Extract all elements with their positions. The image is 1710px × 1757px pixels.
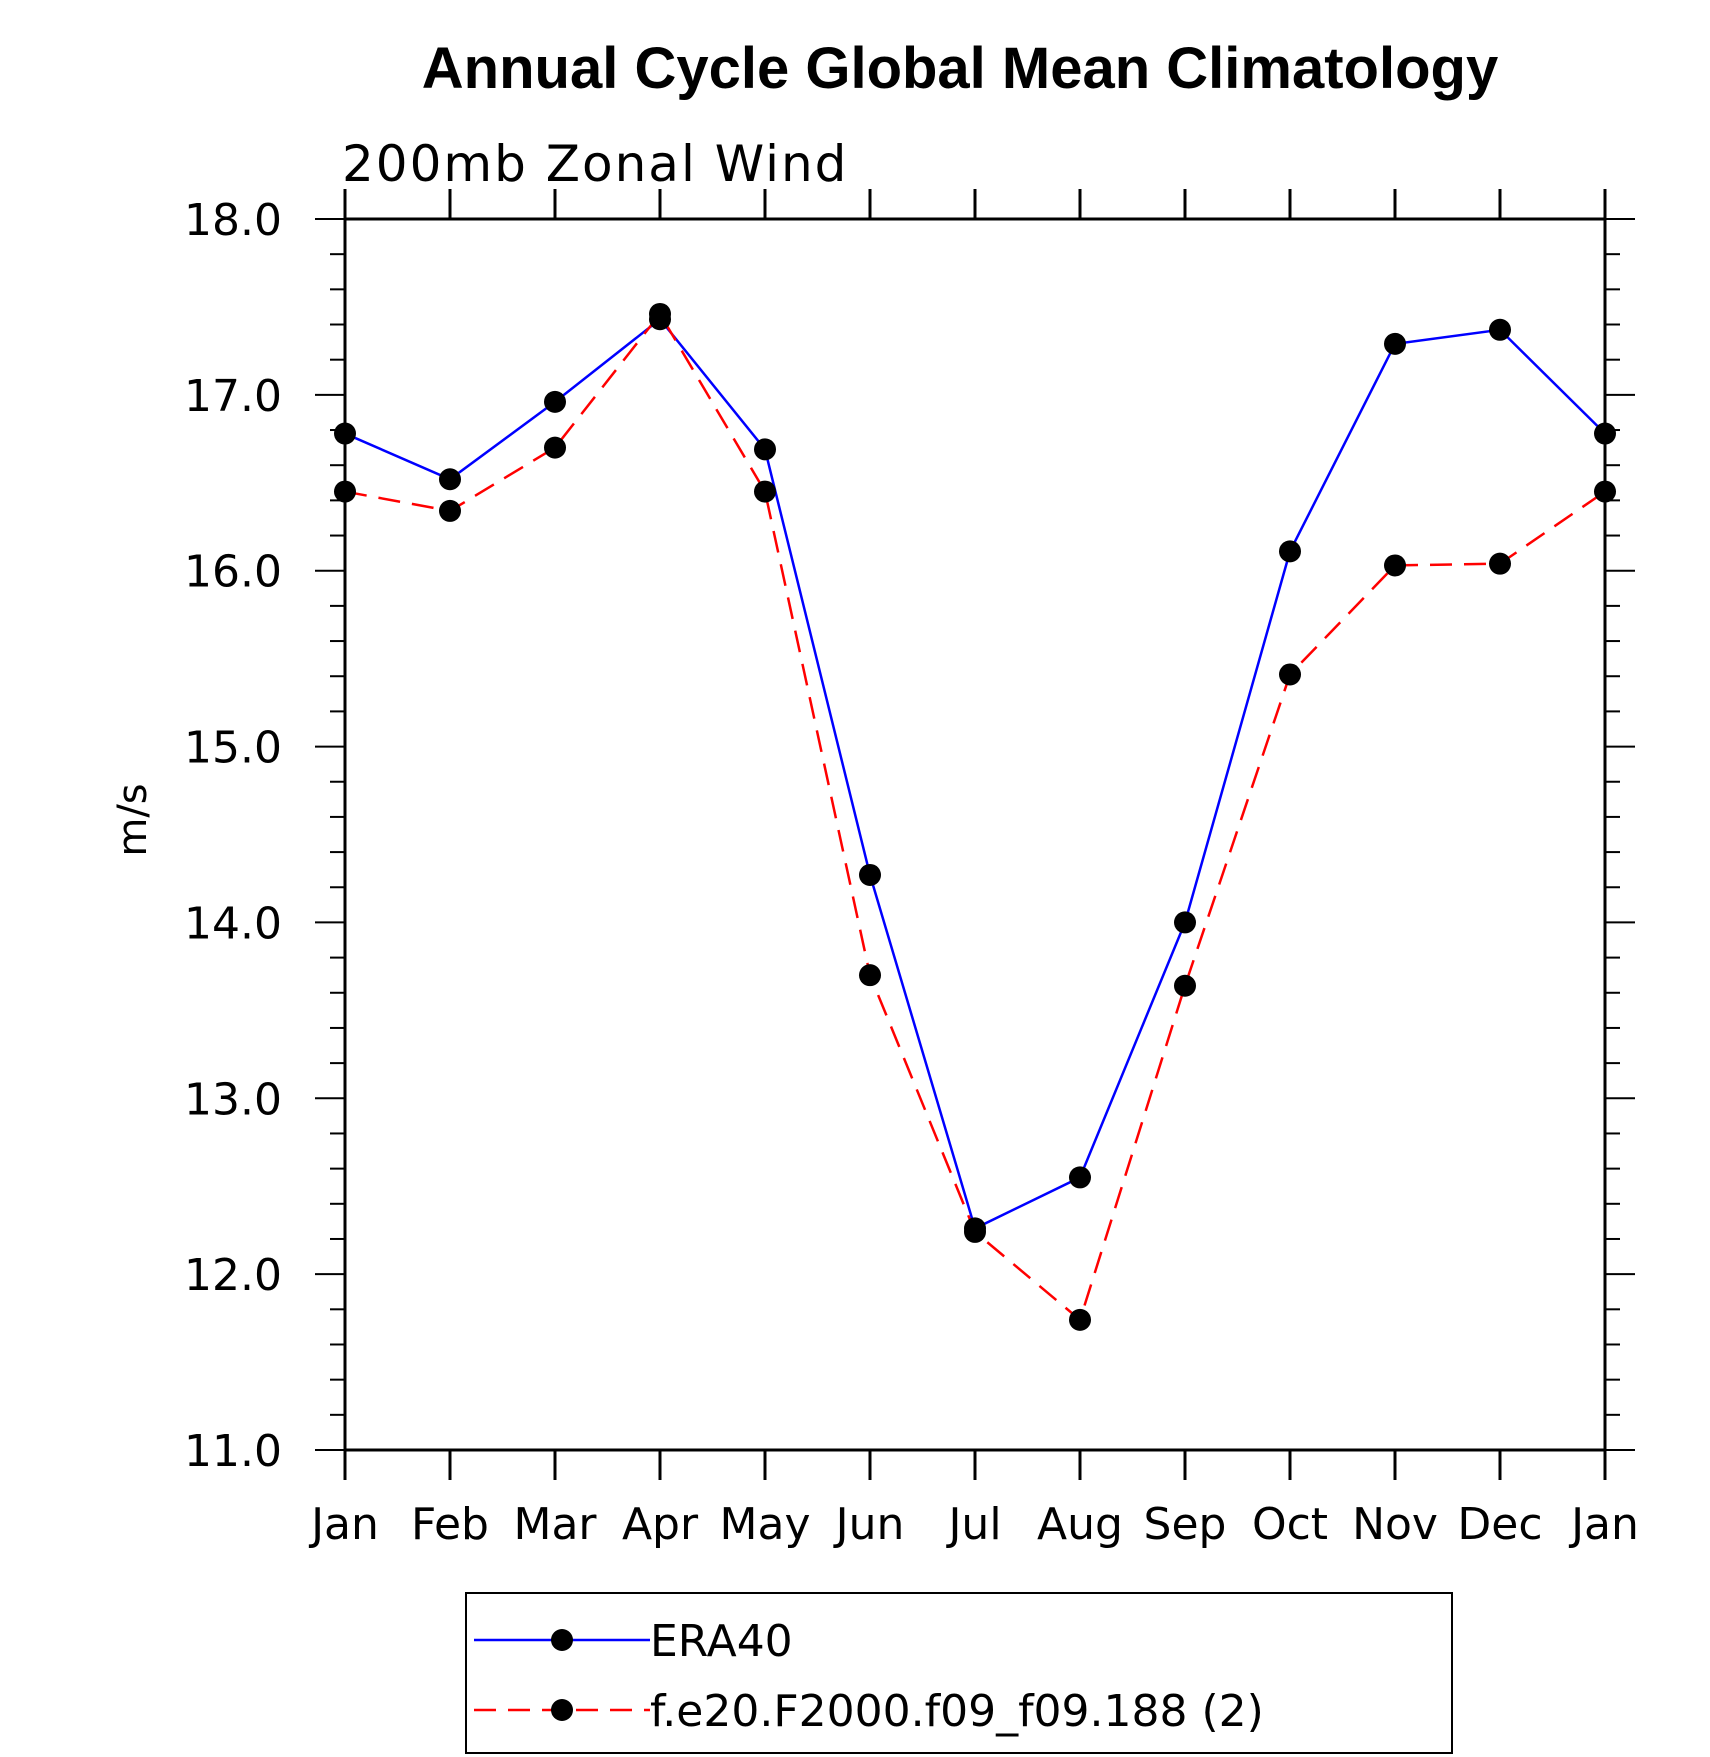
- x-tick-label: Feb: [411, 1499, 489, 1550]
- series-point-1: [859, 964, 881, 987]
- series-point-0: [754, 438, 776, 461]
- x-tick-label: Apr: [622, 1499, 699, 1550]
- y-tick-label: 11.0: [184, 1426, 282, 1477]
- x-tick-label: Jan: [308, 1499, 379, 1550]
- legend-box: [465, 1592, 1453, 1754]
- series-point-0: [334, 422, 356, 445]
- series-point-1: [1279, 663, 1301, 686]
- series-point-0: [1594, 422, 1616, 445]
- series-line-0: [344, 317, 1606, 1231]
- series-point-1: [1489, 552, 1511, 575]
- legend-label-era40: ERA40: [650, 1616, 793, 1667]
- x-tick-label: Mar: [513, 1499, 597, 1550]
- y-axis-label: m/s: [110, 783, 156, 856]
- legend-marker-model: [551, 1699, 573, 1721]
- y-tick-label: 12.0: [184, 1250, 282, 1301]
- series-point-1: [439, 499, 461, 522]
- y-tick-label: 16.0: [184, 547, 282, 598]
- x-tick-label: Dec: [1457, 1499, 1542, 1550]
- x-tick-label: Nov: [1352, 1499, 1438, 1550]
- plot-frame: [343, 217, 1607, 1452]
- series-point-0: [544, 390, 566, 413]
- chart-title: Annual Cycle Global Mean Climatology: [422, 36, 1498, 101]
- x-tick-label: Jan: [1568, 1499, 1639, 1550]
- series-point-1: [334, 480, 356, 503]
- series-point-0: [1489, 318, 1511, 341]
- series-point-0: [439, 468, 461, 491]
- axes-group: Jan Feb Mar Apr May Jun Jul Aug Sep Oct Nov Dec Jan 1…: [184, 189, 1639, 1550]
- series-point-0: [1174, 911, 1196, 934]
- x-tick-label: Jul: [945, 1499, 1001, 1550]
- legend: ERA40 f.e20.F2000.f09_f09.188 (2): [465, 1592, 1453, 1754]
- series-point-1: [964, 1220, 986, 1243]
- series-layer: [334, 302, 1616, 1331]
- legend-label-model: f.e20.F2000.f09_f09.188 (2): [650, 1686, 1264, 1737]
- series-point-0: [1279, 540, 1301, 563]
- x-tick-label: Aug: [1037, 1499, 1123, 1550]
- series-point-1: [649, 302, 671, 325]
- series-point-0: [1069, 1166, 1091, 1189]
- y-tick-label: 14.0: [184, 898, 282, 949]
- series-point-1: [544, 436, 566, 459]
- legend-marker-era40: [551, 1629, 573, 1651]
- series-point-1: [1594, 480, 1616, 503]
- chart-subtitle: 200mb Zonal Wind: [342, 135, 848, 193]
- y-tick-label: 18.0: [184, 195, 282, 246]
- y-tick-label: 13.0: [184, 1074, 282, 1125]
- x-tick-label: Oct: [1252, 1499, 1328, 1550]
- x-tick-label: Jun: [833, 1499, 905, 1550]
- y-tick-label: 15.0: [184, 723, 282, 774]
- y-tick-label: 17.0: [184, 371, 282, 422]
- series-point-1: [1069, 1308, 1091, 1331]
- x-tick-label: Sep: [1144, 1499, 1227, 1550]
- series-line-1: [344, 311, 1606, 1323]
- series-point-0: [859, 863, 881, 886]
- series-point-1: [1384, 554, 1406, 577]
- x-tick-label: May: [720, 1499, 811, 1550]
- series-point-0: [1384, 332, 1406, 355]
- series-point-1: [754, 480, 776, 503]
- series-point-1: [1174, 974, 1196, 997]
